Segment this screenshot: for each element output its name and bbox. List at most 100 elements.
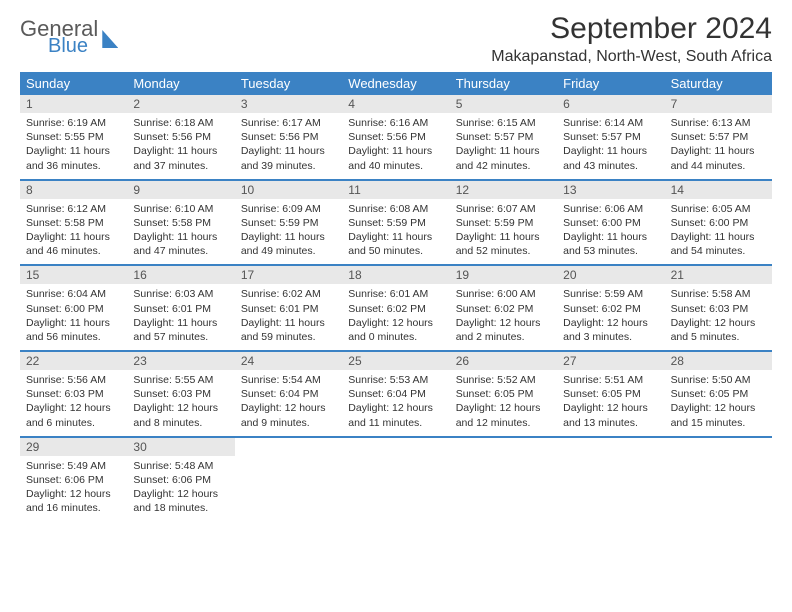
sunrise-text: Sunrise: 6:01 AM [348, 287, 443, 301]
day-cell: 18Sunrise: 6:01 AMSunset: 6:02 PMDayligh… [342, 266, 449, 350]
day-cell: 24Sunrise: 5:54 AMSunset: 6:04 PMDayligh… [235, 352, 342, 436]
day-cell: 3Sunrise: 6:17 AMSunset: 5:56 PMDaylight… [235, 95, 342, 179]
day-number: 25 [342, 352, 449, 370]
day-cell [450, 438, 557, 522]
day-info: Sunrise: 6:16 AMSunset: 5:56 PMDaylight:… [342, 113, 449, 179]
day-number: 20 [557, 266, 664, 284]
sunset-text: Sunset: 6:03 PM [671, 302, 766, 316]
day-cell: 1Sunrise: 6:19 AMSunset: 5:55 PMDaylight… [20, 95, 127, 179]
daylight-text: Daylight: 11 hours and 57 minutes. [133, 316, 228, 344]
title-block: September 2024 Makapanstad, North-West, … [491, 12, 772, 66]
day-info: Sunrise: 6:05 AMSunset: 6:00 PMDaylight:… [665, 199, 772, 265]
sunset-text: Sunset: 5:57 PM [563, 130, 658, 144]
day-number: 21 [665, 266, 772, 284]
sunset-text: Sunset: 6:01 PM [241, 302, 336, 316]
sunrise-text: Sunrise: 5:52 AM [456, 373, 551, 387]
day-number: 2 [127, 95, 234, 113]
day-info: Sunrise: 6:15 AMSunset: 5:57 PMDaylight:… [450, 113, 557, 179]
day-number: 28 [665, 352, 772, 370]
sunrise-text: Sunrise: 5:54 AM [241, 373, 336, 387]
day-info: Sunrise: 6:12 AMSunset: 5:58 PMDaylight:… [20, 199, 127, 265]
day-cell: 10 Sunrise: 6:09 AMSunset: 5:59 PMDayligh… [235, 181, 342, 265]
daylight-text: Daylight: 11 hours and 59 minutes. [241, 316, 336, 344]
daylight-text: Daylight: 12 hours and 6 minutes. [26, 401, 121, 429]
day-header: Thursday [450, 72, 557, 95]
daylight-text: Daylight: 11 hours and 47 minutes. [133, 230, 228, 258]
week-row: 22Sunrise: 5:56 AMSunset: 6:03 PMDayligh… [20, 352, 772, 438]
day-info: Sunrise: 6:06 AMSunset: 6:00 PMDaylight:… [557, 199, 664, 265]
day-info: Sunrise: 5:49 AMSunset: 6:06 PMDaylight:… [20, 456, 127, 522]
day-cell [557, 438, 664, 522]
daylight-text: Daylight: 12 hours and 9 minutes. [241, 401, 336, 429]
daylight-text: Daylight: 12 hours and 0 minutes. [348, 316, 443, 344]
day-number: 19 [450, 266, 557, 284]
sunrise-text: Sunrise: 6:06 AM [563, 202, 658, 216]
day-info: Sunrise: 5:56 AMSunset: 6:03 PMDaylight:… [20, 370, 127, 436]
sunrise-text: Sunrise: 6:02 AM [241, 287, 336, 301]
day-info: Sunrise: 5:58 AMSunset: 6:03 PMDaylight:… [665, 284, 772, 350]
sunrise-text: Sunrise: 6:08 AM [348, 202, 443, 216]
day-cell: 9Sunrise: 6:10 AMSunset: 5:58 PMDaylight… [127, 181, 234, 265]
day-cell: 16Sunrise: 6:03 AMSunset: 6:01 PMDayligh… [127, 266, 234, 350]
sunset-text: Sunset: 6:01 PM [133, 302, 228, 316]
day-cell: 19Sunrise: 6:00 AMSunset: 6:02 PMDayligh… [450, 266, 557, 350]
sunrise-text: Sunrise: 6:18 AM [133, 116, 228, 130]
sunrise-text: Sunrise: 5:49 AM [26, 459, 121, 473]
daylight-text: Daylight: 12 hours and 11 minutes. [348, 401, 443, 429]
day-number: 10 [235, 181, 342, 199]
sunset-text: Sunset: 5:58 PM [26, 216, 121, 230]
sunrise-text: Sunrise: 6:10 AM [133, 202, 228, 216]
sunrise-text: Sunrise: 5:58 AM [671, 287, 766, 301]
day-number: 5 [450, 95, 557, 113]
day-cell: 25Sunrise: 5:53 AMSunset: 6:04 PMDayligh… [342, 352, 449, 436]
day-header: Monday [127, 72, 234, 95]
sunrise-text: Sunrise: 6:12 AM [26, 202, 121, 216]
day-number: 7 [665, 95, 772, 113]
daylight-text: Daylight: 11 hours and 36 minutes. [26, 144, 121, 172]
sunrise-text: Sunrise: 6:13 AM [671, 116, 766, 130]
day-number: 23 [127, 352, 234, 370]
day-cell: 6Sunrise: 6:14 AMSunset: 5:57 PMDaylight… [557, 95, 664, 179]
weeks-container: 1Sunrise: 6:19 AMSunset: 5:55 PMDaylight… [20, 95, 772, 521]
day-cell: 29Sunrise: 5:49 AMSunset: 6:06 PMDayligh… [20, 438, 127, 522]
sunset-text: Sunset: 6:04 PM [241, 387, 336, 401]
day-number: 22 [20, 352, 127, 370]
day-number: 4 [342, 95, 449, 113]
day-info: Sunrise: 5:50 AMSunset: 6:05 PMDaylight:… [665, 370, 772, 436]
day-number: 12 [450, 181, 557, 199]
day-number: 15 [20, 266, 127, 284]
day-header: Sunday [20, 72, 127, 95]
day-cell: 11Sunrise: 6:08 AMSunset: 5:59 PMDayligh… [342, 181, 449, 265]
daylight-text: Daylight: 12 hours and 13 minutes. [563, 401, 658, 429]
day-cell: 5Sunrise: 6:15 AMSunset: 5:57 PMDaylight… [450, 95, 557, 179]
day-number: 14 [665, 181, 772, 199]
day-number: 11 [342, 181, 449, 199]
day-number: 8 [20, 181, 127, 199]
week-row: 15Sunrise: 6:04 AMSunset: 6:00 PMDayligh… [20, 266, 772, 352]
week-row: 29Sunrise: 5:49 AMSunset: 6:06 PMDayligh… [20, 438, 772, 522]
sunset-text: Sunset: 6:02 PM [456, 302, 551, 316]
daylight-text: Daylight: 12 hours and 16 minutes. [26, 487, 121, 515]
day-cell: 26Sunrise: 5:52 AMSunset: 6:05 PMDayligh… [450, 352, 557, 436]
day-header: Friday [557, 72, 664, 95]
sunset-text: Sunset: 5:56 PM [133, 130, 228, 144]
page-header: General Blue September 2024 Makapanstad,… [20, 12, 772, 66]
sunset-text: Sunset: 5:59 PM [456, 216, 551, 230]
sunrise-text: Sunrise: 6:09 AM [241, 202, 336, 216]
daylight-text: Daylight: 11 hours and 43 minutes. [563, 144, 658, 172]
sunset-text: Sunset: 5:59 PM [241, 216, 336, 230]
day-number: 3 [235, 95, 342, 113]
daylight-text: Daylight: 11 hours and 49 minutes. [241, 230, 336, 258]
day-headers-row: SundayMondayTuesdayWednesdayThursdayFrid… [20, 72, 772, 95]
sunrise-text: Sunrise: 5:48 AM [133, 459, 228, 473]
day-info: Sunrise: 6:10 AMSunset: 5:58 PMDaylight:… [127, 199, 234, 265]
sunrise-text: Sunrise: 5:51 AM [563, 373, 658, 387]
daylight-text: Daylight: 11 hours and 46 minutes. [26, 230, 121, 258]
week-row: 1Sunrise: 6:19 AMSunset: 5:55 PMDaylight… [20, 95, 772, 181]
sunrise-text: Sunrise: 6:17 AM [241, 116, 336, 130]
daylight-text: Daylight: 12 hours and 12 minutes. [456, 401, 551, 429]
daylight-text: Daylight: 12 hours and 3 minutes. [563, 316, 658, 344]
day-cell: 30Sunrise: 5:48 AMSunset: 6:06 PMDayligh… [127, 438, 234, 522]
day-info: Sunrise: 5:53 AMSunset: 6:04 PMDaylight:… [342, 370, 449, 436]
day-number: 13 [557, 181, 664, 199]
